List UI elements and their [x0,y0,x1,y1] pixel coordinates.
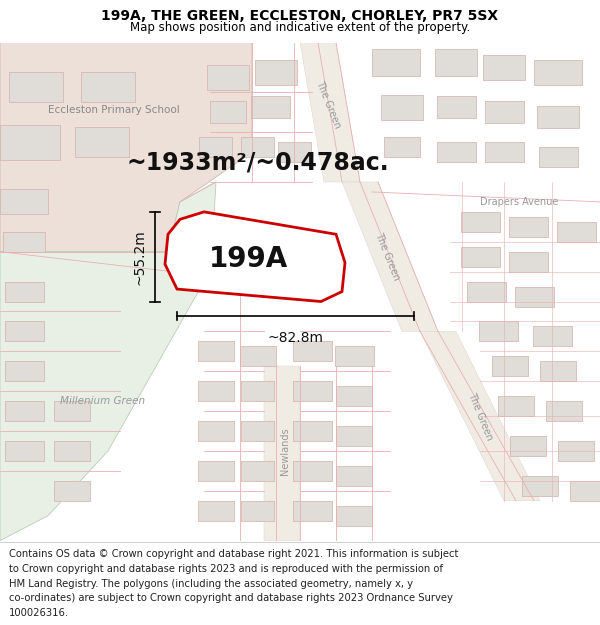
Bar [537,106,579,128]
Bar [381,95,423,120]
Bar [54,441,90,461]
Text: Map shows position and indicative extent of the property.: Map shows position and indicative extent… [130,21,470,34]
Bar [5,441,44,461]
Bar [255,60,297,85]
Polygon shape [342,182,438,331]
Bar [533,326,571,346]
Bar [5,401,44,421]
Bar [336,426,372,446]
Bar [461,247,499,267]
Polygon shape [420,331,540,501]
Bar [9,72,63,102]
Bar [372,49,420,76]
Polygon shape [0,42,252,252]
Bar [534,60,582,85]
Bar [241,137,274,157]
Bar [293,501,331,521]
Bar [509,252,548,272]
Bar [293,341,331,361]
Bar [0,189,48,214]
Bar [515,287,554,306]
Bar [522,476,558,496]
Bar [335,346,374,366]
Bar [251,96,290,119]
Polygon shape [165,212,345,301]
Text: co-ordinates) are subject to Crown copyright and database rights 2023 Ordnance S: co-ordinates) are subject to Crown copyr… [9,593,453,603]
Bar [207,65,249,90]
Text: Millenium Green: Millenium Green [60,396,145,406]
Bar [75,127,129,157]
Text: Eccleston Primary School: Eccleston Primary School [48,105,180,115]
Bar [467,282,505,301]
Polygon shape [300,42,360,182]
Bar [336,466,372,486]
Bar [293,421,331,441]
Bar [384,137,420,157]
Bar [198,341,234,361]
Bar [435,49,477,76]
Bar [558,441,594,461]
Bar [510,436,546,456]
Bar [54,401,90,421]
Bar [198,421,234,441]
Polygon shape [0,182,216,541]
Text: 199A: 199A [209,245,289,273]
Bar [557,222,595,242]
Text: Newlands: Newlands [280,427,290,475]
Bar [199,137,232,157]
Bar [241,381,274,401]
Polygon shape [264,366,300,541]
Bar [198,461,234,481]
Bar [293,461,331,481]
Bar [198,501,234,521]
Bar [3,232,45,252]
Text: ~55.2m: ~55.2m [133,229,147,284]
Bar [5,321,44,341]
Text: The Green: The Green [466,391,494,441]
Bar [437,142,476,162]
Bar [509,217,548,237]
Bar [198,381,234,401]
Bar [241,461,274,481]
Bar [81,72,135,102]
Bar [540,361,576,381]
Bar [485,142,523,162]
Bar [437,96,476,119]
Bar [570,481,600,501]
Bar [479,321,517,341]
Text: Contains OS data © Crown copyright and database right 2021. This information is : Contains OS data © Crown copyright and d… [9,549,458,559]
Text: 100026316.: 100026316. [9,608,69,618]
Bar [461,212,499,232]
Bar [498,396,534,416]
Bar [54,481,90,501]
Bar [293,381,331,401]
Bar [485,101,523,124]
Bar [0,125,60,159]
Bar [336,506,372,526]
Text: to Crown copyright and database rights 2023 and is reproduced with the permissio: to Crown copyright and database rights 2… [9,564,443,574]
Text: 199A, THE GREEN, ECCLESTON, CHORLEY, PR7 5SX: 199A, THE GREEN, ECCLESTON, CHORLEY, PR7… [101,9,499,22]
Text: Drapers Avenue: Drapers Avenue [480,197,559,207]
Text: The Green: The Green [314,79,343,130]
Bar [210,101,246,124]
Bar [277,142,311,162]
Bar [483,55,525,80]
Text: HM Land Registry. The polygons (including the associated geometry, namely x, y: HM Land Registry. The polygons (includin… [9,579,413,589]
Text: ~82.8m: ~82.8m [268,331,323,346]
Bar [492,356,528,376]
Text: The Green: The Green [373,231,401,282]
Bar [241,421,274,441]
Text: ~1933m²/~0.478ac.: ~1933m²/~0.478ac. [127,150,389,174]
Bar [546,401,582,421]
Bar [336,386,372,406]
Bar [241,501,274,521]
Bar [5,282,44,301]
Bar [240,346,276,366]
Bar [539,147,577,167]
Bar [5,361,44,381]
